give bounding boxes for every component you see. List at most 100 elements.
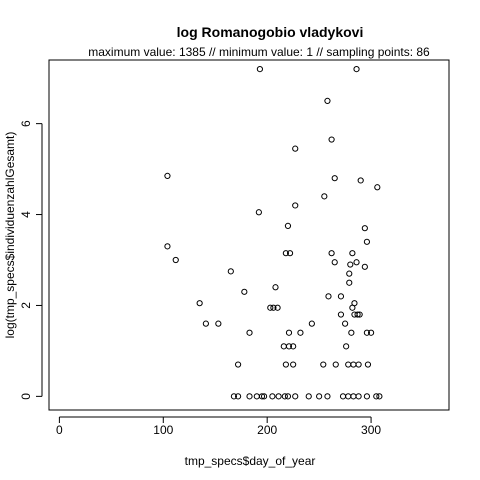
data-point xyxy=(246,393,253,400)
data-point xyxy=(353,65,360,73)
data-points xyxy=(164,65,383,400)
data-point xyxy=(354,311,361,318)
data-point xyxy=(324,97,331,105)
x-tick-label: 300 xyxy=(361,423,381,437)
data-point xyxy=(256,65,264,73)
data-point xyxy=(290,343,297,350)
data-point xyxy=(234,393,242,400)
data-point xyxy=(361,225,368,232)
data-point xyxy=(324,393,331,400)
data-point xyxy=(285,329,293,336)
y-tick-label: 2 xyxy=(19,302,33,309)
data-point xyxy=(328,250,335,257)
data-point xyxy=(196,300,203,307)
data-point xyxy=(316,393,323,400)
data-point xyxy=(280,343,287,350)
data-point xyxy=(285,343,293,350)
data-point xyxy=(258,393,266,400)
data-point xyxy=(292,202,299,209)
data-point xyxy=(325,293,332,300)
data-point xyxy=(346,270,353,277)
data-point xyxy=(281,393,288,400)
data-point xyxy=(292,145,299,152)
data-point xyxy=(361,263,368,270)
data-point xyxy=(363,238,371,245)
data-point xyxy=(331,259,338,266)
y-tick-label: 6 xyxy=(19,120,33,127)
data-point xyxy=(355,393,362,400)
data-point xyxy=(353,259,360,266)
data-point xyxy=(343,343,350,350)
data-point xyxy=(346,279,353,286)
data-point xyxy=(234,361,242,368)
data-point xyxy=(349,304,356,311)
data-point xyxy=(373,393,380,400)
data-point xyxy=(286,250,294,257)
data-point xyxy=(337,293,345,300)
data-point xyxy=(272,284,279,291)
data-point xyxy=(320,361,327,368)
data-point xyxy=(267,304,274,311)
data-point xyxy=(164,172,171,180)
data-point xyxy=(347,261,354,268)
data-point xyxy=(331,175,338,182)
data-point xyxy=(292,393,299,400)
data-point xyxy=(349,250,356,257)
data-point xyxy=(350,361,357,368)
data-point xyxy=(337,311,345,318)
data-point xyxy=(364,361,372,368)
data-point xyxy=(308,320,315,327)
data-point xyxy=(321,193,328,200)
x-axis-label: tmp_specs$day_of_year xyxy=(185,454,316,468)
y-axis-label: log(tmp_specs$individuenzahlGesamt) xyxy=(3,132,17,339)
data-point xyxy=(356,311,363,318)
data-point xyxy=(305,393,312,400)
data-point xyxy=(328,136,335,143)
x-tick-label: 0 xyxy=(56,423,63,437)
data-point xyxy=(363,329,371,336)
chart-subtitle: maximum value: 1385 // minimum value: 1 … xyxy=(88,45,430,59)
data-point xyxy=(284,222,292,230)
y-tick-label: 0 xyxy=(19,393,33,400)
data-point xyxy=(332,361,339,368)
data-point xyxy=(345,393,352,400)
data-point xyxy=(255,209,262,216)
y-axis: 0 2 4 6 xyxy=(19,120,43,400)
chart-title: log Romanogobio vladykovi xyxy=(177,24,364,40)
data-point xyxy=(253,393,260,400)
data-point xyxy=(374,184,381,191)
data-point xyxy=(282,361,289,368)
data-point xyxy=(270,304,277,311)
data-point xyxy=(230,393,238,400)
data-point xyxy=(246,329,253,336)
x-tick-label: 200 xyxy=(257,423,277,437)
x-axis: 0 100 200 300 xyxy=(56,416,381,437)
data-point xyxy=(342,320,349,327)
y-tick-label: 4 xyxy=(19,211,33,218)
data-point xyxy=(284,393,292,400)
data-point xyxy=(275,393,282,400)
data-point xyxy=(241,288,248,295)
data-point xyxy=(269,393,276,400)
data-point xyxy=(345,361,352,368)
data-point xyxy=(215,320,222,327)
data-point xyxy=(339,393,347,400)
data-point xyxy=(290,361,297,368)
data-point xyxy=(355,361,362,368)
data-point xyxy=(227,268,234,275)
data-point xyxy=(376,393,383,400)
data-point xyxy=(164,243,171,250)
data-point xyxy=(274,304,281,311)
data-point xyxy=(260,393,268,400)
x-tick-label: 100 xyxy=(153,423,173,437)
data-point xyxy=(348,329,355,336)
data-point xyxy=(282,250,289,257)
data-point xyxy=(297,329,304,336)
plot-frame xyxy=(48,59,450,411)
data-point xyxy=(350,393,357,400)
data-point xyxy=(363,393,371,400)
data-point xyxy=(172,256,179,264)
data-point xyxy=(202,320,209,327)
data-point xyxy=(367,329,375,336)
